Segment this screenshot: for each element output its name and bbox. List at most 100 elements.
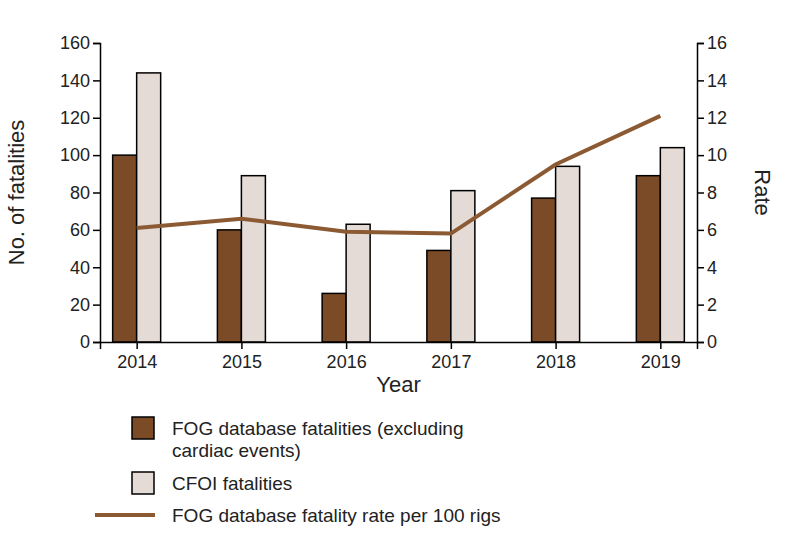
tick-mark bbox=[697, 155, 704, 157]
tick: 8 bbox=[697, 183, 717, 203]
tick: 80 bbox=[70, 183, 100, 203]
bar-series bbox=[113, 155, 661, 342]
tick-mark bbox=[93, 267, 100, 269]
legend: FOG database fatalities (excludingcardia… bbox=[95, 417, 500, 526]
tick-label: 2015 bbox=[222, 352, 262, 372]
tick-mark bbox=[660, 342, 662, 349]
bar bbox=[556, 166, 580, 342]
tick: 120 bbox=[60, 108, 100, 128]
tick-mark bbox=[93, 192, 100, 194]
tick-label: 0 bbox=[707, 332, 717, 352]
tick-mark bbox=[697, 304, 704, 306]
tick-label: 8 bbox=[707, 183, 717, 203]
legend-swatch bbox=[132, 417, 154, 439]
tick: 2016 bbox=[327, 342, 367, 372]
tick-mark bbox=[93, 342, 100, 344]
bar bbox=[660, 148, 684, 342]
legend-label: FOG database fatality rate per 100 rigs bbox=[172, 505, 500, 526]
tick: 140 bbox=[60, 71, 100, 91]
tick-mark bbox=[93, 304, 100, 306]
legend-item: FOG database fatality rate per 100 rigs bbox=[95, 505, 500, 526]
tick-mark bbox=[93, 43, 100, 45]
tick-label: 40 bbox=[70, 258, 90, 278]
tick-mark bbox=[697, 230, 704, 232]
chart: 0204060801001201401600246810121416201420… bbox=[0, 0, 800, 545]
y-axis: 0 20 40 60 80 100 120 140 160 bbox=[60, 33, 101, 352]
bar bbox=[532, 198, 556, 342]
bar bbox=[217, 230, 241, 342]
legend-label: FOG database fatalities (excludingcardia… bbox=[172, 418, 464, 462]
bar bbox=[241, 176, 265, 342]
tick-label: 2 bbox=[707, 295, 717, 315]
bar bbox=[451, 191, 475, 342]
tick-label: 100 bbox=[60, 145, 90, 165]
x-axis-title: Year bbox=[376, 372, 420, 397]
tick-mark bbox=[93, 155, 100, 157]
tick-label: 60 bbox=[70, 220, 90, 240]
bar-series bbox=[137, 73, 685, 342]
bar bbox=[113, 155, 137, 342]
tick-mark bbox=[697, 80, 704, 82]
tick: 0 bbox=[697, 332, 717, 352]
tick-mark bbox=[136, 342, 138, 349]
legend-swatch bbox=[132, 472, 154, 494]
legend-item: FOG database fatalities (excludingcardia… bbox=[132, 417, 464, 461]
tick-label: 10 bbox=[707, 145, 727, 165]
tick-label: 6 bbox=[707, 220, 717, 240]
axis-line bbox=[93, 44, 101, 343]
tick-label: 12 bbox=[707, 108, 727, 128]
legend-item: CFOI fatalities bbox=[132, 472, 292, 494]
tick: 2014 bbox=[117, 342, 157, 372]
legend-swatch bbox=[95, 513, 155, 517]
tick-label: 160 bbox=[60, 33, 90, 53]
y2-axis: 0 2 4 6 8 10 12 14 16 bbox=[697, 33, 727, 352]
bar bbox=[636, 176, 660, 342]
tick: 40 bbox=[70, 258, 100, 278]
tick-mark bbox=[346, 342, 348, 349]
tick: 10 bbox=[697, 145, 727, 165]
bar bbox=[322, 293, 346, 342]
tick-label: 2018 bbox=[536, 352, 576, 372]
axis-line bbox=[698, 44, 705, 343]
tick: 0 bbox=[80, 332, 100, 352]
tick-label: 2014 bbox=[117, 352, 157, 372]
tick: 2 bbox=[697, 295, 717, 315]
tick-label: 80 bbox=[70, 183, 90, 203]
tick-mark bbox=[697, 43, 704, 45]
tick-mark bbox=[697, 267, 704, 269]
axis-line bbox=[101, 343, 698, 350]
tick-label: 14 bbox=[707, 71, 727, 91]
tick-label: 2016 bbox=[327, 352, 367, 372]
tick-label: 0 bbox=[80, 332, 90, 352]
rate-line bbox=[137, 116, 661, 234]
plot-area bbox=[113, 73, 685, 342]
tick: 160 bbox=[60, 33, 100, 53]
tick-label: 4 bbox=[707, 258, 717, 278]
y-axis-title: No. of fatalities bbox=[4, 120, 29, 266]
tick-label: 2019 bbox=[641, 352, 681, 372]
tick: 4 bbox=[697, 258, 717, 278]
tick-mark bbox=[93, 230, 100, 232]
tick: 12 bbox=[697, 108, 727, 128]
tick: 6 bbox=[697, 220, 717, 240]
tick-mark bbox=[451, 342, 453, 349]
tick: 2017 bbox=[431, 342, 471, 372]
tick: 2018 bbox=[536, 342, 576, 372]
tick-label: 20 bbox=[70, 295, 90, 315]
tick-mark bbox=[697, 192, 704, 194]
tick: 2015 bbox=[222, 342, 262, 372]
tick: 100 bbox=[60, 145, 100, 165]
tick: 14 bbox=[697, 71, 727, 91]
tick-mark bbox=[555, 342, 557, 349]
tick-label: 16 bbox=[707, 33, 727, 53]
x-axis: 2014 2015 2016 2017 2018 2019 bbox=[101, 342, 698, 372]
y2-axis-title: Rate bbox=[750, 169, 775, 215]
tick: 2019 bbox=[641, 342, 681, 372]
bar bbox=[137, 73, 161, 342]
tick-mark bbox=[697, 118, 704, 120]
tick: 16 bbox=[697, 33, 727, 53]
legend-label: CFOI fatalities bbox=[172, 473, 292, 494]
tick-mark bbox=[241, 342, 243, 349]
tick-mark bbox=[93, 80, 100, 82]
tick: 20 bbox=[70, 295, 100, 315]
